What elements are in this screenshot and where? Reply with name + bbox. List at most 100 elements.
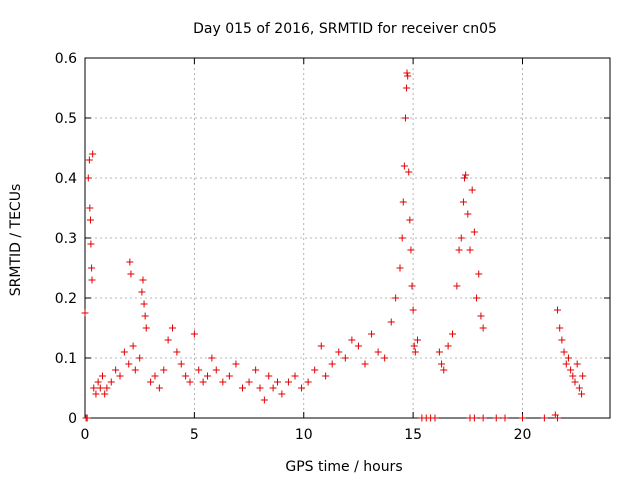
data-point bbox=[440, 366, 448, 374]
data-point bbox=[410, 342, 418, 350]
y-tick-label: 0 bbox=[68, 411, 77, 427]
data-point bbox=[140, 300, 148, 308]
data-point bbox=[470, 228, 478, 236]
data-point bbox=[204, 372, 211, 380]
data-point bbox=[291, 372, 299, 380]
data-point bbox=[554, 306, 561, 314]
data-point bbox=[406, 216, 414, 224]
y-tick-label: 0.3 bbox=[55, 231, 77, 247]
y-tick-label: 0.4 bbox=[55, 171, 77, 187]
data-point bbox=[298, 384, 306, 392]
data-point bbox=[479, 414, 487, 422]
data-point bbox=[232, 360, 240, 368]
data-points bbox=[81, 69, 587, 422]
data-point bbox=[252, 366, 260, 374]
data-point bbox=[453, 282, 461, 290]
data-point bbox=[455, 246, 463, 254]
data-point bbox=[260, 396, 268, 404]
data-point bbox=[239, 384, 246, 392]
data-point bbox=[438, 360, 446, 368]
data-point bbox=[256, 384, 264, 392]
data-point bbox=[151, 372, 159, 380]
data-point bbox=[87, 240, 95, 248]
data-point bbox=[85, 156, 93, 164]
data-point bbox=[411, 348, 419, 356]
data-point bbox=[182, 372, 190, 380]
axis-ticks: 0 5 10 15 20 0 0.1 0.2 0.3 0.4 0.5 0.6 bbox=[55, 51, 610, 443]
data-point bbox=[457, 234, 465, 242]
data-point bbox=[92, 390, 100, 398]
data-point bbox=[311, 366, 319, 374]
data-point bbox=[398, 234, 406, 242]
data-point bbox=[392, 294, 400, 302]
data-point bbox=[501, 414, 509, 422]
data-point bbox=[322, 372, 330, 380]
chart-title: Day 015 of 2016, SRMTID for receiver cn0… bbox=[193, 21, 497, 37]
data-point bbox=[284, 378, 292, 386]
data-point bbox=[477, 312, 485, 320]
data-point bbox=[186, 378, 194, 386]
data-point bbox=[431, 414, 439, 422]
data-point bbox=[103, 384, 111, 392]
data-point bbox=[540, 414, 548, 422]
data-point bbox=[400, 162, 408, 170]
data-point bbox=[86, 216, 94, 224]
y-axis-label: SRMTID / TECUs bbox=[8, 184, 24, 297]
data-point bbox=[401, 114, 409, 122]
data-point bbox=[396, 264, 404, 272]
data-point bbox=[278, 390, 286, 398]
data-point bbox=[142, 324, 150, 332]
data-point bbox=[125, 360, 133, 368]
x-tick-label: 5 bbox=[190, 427, 199, 443]
data-point bbox=[317, 342, 325, 350]
data-point bbox=[81, 309, 89, 317]
data-point bbox=[479, 324, 487, 332]
data-point bbox=[399, 198, 407, 206]
data-point bbox=[492, 414, 500, 422]
data-point bbox=[578, 390, 586, 398]
gridlines bbox=[85, 58, 610, 418]
data-point bbox=[466, 246, 474, 254]
data-point bbox=[208, 354, 216, 362]
data-point bbox=[88, 276, 96, 284]
data-point bbox=[470, 414, 478, 422]
data-point bbox=[468, 186, 476, 194]
data-point bbox=[225, 372, 233, 380]
data-point bbox=[195, 366, 203, 374]
data-point bbox=[403, 69, 411, 77]
data-point bbox=[368, 330, 376, 338]
data-point bbox=[569, 372, 577, 380]
data-point bbox=[444, 342, 452, 350]
data-point bbox=[341, 354, 349, 362]
data-point bbox=[199, 378, 207, 386]
data-point bbox=[409, 306, 417, 314]
data-point bbox=[99, 372, 106, 380]
data-point bbox=[579, 372, 587, 380]
data-point bbox=[129, 342, 137, 350]
x-tick-label: 20 bbox=[514, 427, 532, 443]
data-point bbox=[164, 336, 172, 344]
data-point bbox=[101, 390, 109, 398]
data-point bbox=[265, 372, 273, 380]
data-point bbox=[86, 204, 94, 212]
data-point bbox=[473, 294, 481, 302]
data-point bbox=[88, 264, 96, 272]
data-point bbox=[404, 72, 412, 80]
data-point bbox=[139, 276, 147, 284]
data-point bbox=[127, 270, 135, 278]
y-tick-label: 0.1 bbox=[55, 351, 77, 367]
data-point bbox=[328, 360, 336, 368]
data-point bbox=[131, 366, 139, 374]
data-point bbox=[556, 324, 564, 332]
y-tick-label: 0.2 bbox=[55, 291, 77, 307]
data-point bbox=[147, 378, 155, 386]
data-point bbox=[219, 378, 227, 386]
data-point bbox=[120, 348, 128, 356]
data-point bbox=[374, 348, 382, 356]
data-point bbox=[575, 384, 583, 392]
data-point bbox=[177, 360, 185, 368]
data-point bbox=[408, 282, 416, 290]
data-point bbox=[212, 366, 220, 374]
y-tick-label: 0.5 bbox=[55, 111, 77, 127]
